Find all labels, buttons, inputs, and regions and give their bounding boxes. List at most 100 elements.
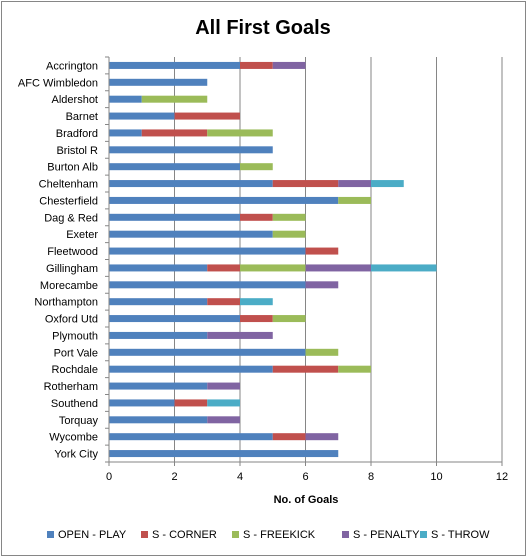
category-label: Accrington [46, 60, 98, 72]
bar-segment [240, 61, 273, 69]
category-label: Oxford Utd [45, 314, 98, 326]
bar-segment [240, 298, 273, 306]
bar-segment [109, 264, 208, 272]
axes [105, 56, 503, 466]
legend-label: S - PENALTY [353, 529, 420, 541]
category-label: Plymouth [52, 330, 98, 342]
bar-segment [240, 163, 273, 171]
bar-segment [272, 365, 339, 373]
bar-segment [109, 331, 208, 339]
x-tick-label: 12 [496, 471, 508, 483]
bar-segment [272, 180, 339, 188]
legend-label: S - CORNER [152, 529, 217, 541]
legend-label: S - FREEKICK [243, 529, 316, 541]
bar-segment [109, 230, 273, 238]
category-label: Port Vale [54, 347, 98, 359]
legend-label: S - THROW [431, 529, 490, 541]
bar-segment [305, 281, 339, 289]
bar-segment [240, 213, 273, 221]
category-label: Rochdale [52, 364, 98, 376]
bar-segment [109, 129, 142, 137]
category-label: Dag & Red [44, 212, 98, 224]
x-axis-title: No. of Goals [274, 494, 339, 506]
bar-segment [109, 247, 306, 255]
legend-swatch [232, 531, 239, 538]
bar-segment [207, 129, 273, 137]
bar-segment [109, 365, 273, 373]
bar-segment [109, 163, 240, 171]
bar-segment [141, 129, 208, 137]
category-label: Fleetwood [47, 246, 98, 258]
bar-segment [338, 365, 371, 373]
x-tick-label: 8 [368, 471, 374, 483]
bar-segment [305, 433, 339, 441]
category-label: Gillingham [46, 263, 98, 275]
x-tick-label: 6 [302, 471, 308, 483]
bar-segment [272, 61, 306, 69]
bar-segment [207, 298, 240, 306]
legend-swatch [420, 531, 427, 538]
bar-segment [338, 196, 371, 204]
legend-swatch [47, 531, 54, 538]
category-label: Northampton [34, 297, 98, 309]
legend-swatch [342, 531, 349, 538]
category-label: Bristol R [56, 145, 98, 157]
category-label: Wycombe [49, 432, 98, 444]
category-label: Barnet [66, 111, 98, 123]
x-tick-label: 0 [106, 471, 112, 483]
bar-segment [305, 247, 339, 255]
legend-label: OPEN - PLAY [58, 529, 127, 541]
x-tick-label: 4 [237, 471, 243, 483]
bar-segment [109, 281, 306, 289]
bar-segment [109, 61, 240, 69]
category-label: Bradford [56, 128, 98, 140]
x-tick-label: 10 [430, 471, 442, 483]
x-tick-labels: 0 2 4 6 8 10 12 [106, 471, 508, 483]
bar-segment [174, 399, 208, 407]
bar-segment [272, 230, 306, 238]
bar-segment [240, 315, 273, 323]
bar-segment [272, 213, 306, 221]
bar-segment [207, 399, 240, 407]
bar-segment [109, 146, 273, 154]
bar-segment [207, 382, 240, 390]
bar-segment [207, 416, 240, 424]
x-tick-label: 2 [171, 471, 177, 483]
category-label: Aldershot [52, 94, 98, 106]
bar-segment [109, 213, 240, 221]
bar-segment [305, 348, 339, 356]
bar-segment [371, 264, 437, 272]
category-label: Rotherham [44, 381, 98, 393]
bar-segment [109, 450, 339, 458]
category-label: Cheltenham [39, 179, 98, 191]
bar-segment [109, 399, 175, 407]
bar-area [109, 61, 437, 458]
category-label: Southend [51, 398, 98, 410]
legend: OPEN - PLAY S - CORNER S - FREEKICK S - PEN… [47, 529, 490, 541]
legend-swatch [141, 531, 148, 538]
category-label: Torquay [59, 415, 99, 427]
bar-segment [240, 264, 306, 272]
bar-segment [109, 433, 273, 441]
bar-segment [371, 180, 404, 188]
gridlines [174, 57, 503, 462]
category-label: Chesterfield [39, 195, 98, 207]
category-label: AFC Wimbledon [18, 77, 98, 89]
bar-segment [109, 78, 208, 86]
bar-segment [109, 180, 273, 188]
category-label: York City [54, 449, 98, 461]
chart-title: All First Goals [195, 17, 331, 39]
bar-segment [141, 95, 208, 103]
category-labels: Accrington AFC Wimbledon Aldershot Barnet Br… [18, 60, 99, 460]
bar-segment [109, 315, 240, 323]
category-label: Burton Alb [47, 162, 98, 174]
bar-segment [109, 382, 208, 390]
bar-segment [109, 298, 208, 306]
bar-segment [272, 315, 306, 323]
bar-segment [109, 112, 175, 120]
bar-segment [272, 433, 306, 441]
bar-segment [207, 264, 240, 272]
bar-segment [207, 331, 273, 339]
